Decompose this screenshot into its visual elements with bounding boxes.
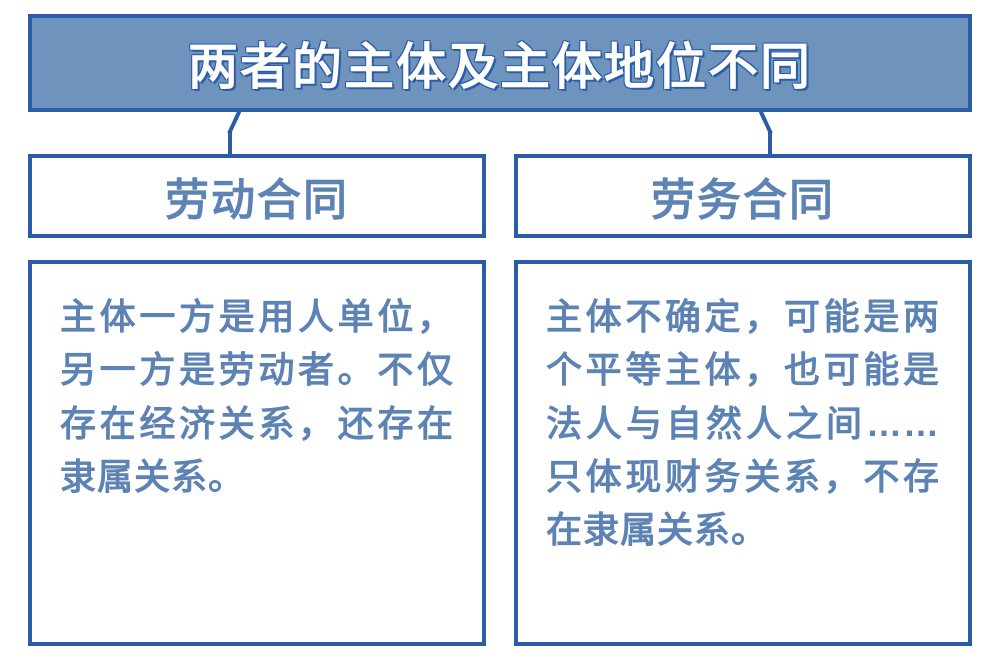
right-body-text: 主体不确定，可能是两个平等主体，也可能是法人与自然人之间……只体现财务关系，不存…: [546, 290, 940, 556]
left-column: 劳动合同 主体一方是用人单位，另一方是劳动者。不仅存在经济关系，还存在隶属关系。: [28, 154, 486, 646]
title-box: 两者的主体及主体地位不同: [28, 14, 972, 112]
title-text: 两者的主体及主体地位不同: [188, 27, 812, 99]
left-heading-text: 劳动合同: [165, 164, 349, 228]
connector-left-vertical: [228, 132, 232, 156]
connector-right-diagonal: [758, 109, 773, 134]
left-heading-box: 劳动合同: [28, 154, 486, 238]
connector-area: [28, 112, 972, 154]
right-body-box: 主体不确定，可能是两个平等主体，也可能是法人与自然人之间……只体现财务关系，不存…: [514, 260, 972, 646]
diagram-container: 两者的主体及主体地位不同 劳动合同 主体一方是用人单位，另一方是劳动者。不仅存在…: [28, 14, 972, 646]
right-heading-text: 劳务合同: [651, 164, 835, 228]
right-column: 劳务合同 主体不确定，可能是两个平等主体，也可能是法人与自然人之间……只体现财务…: [514, 154, 972, 646]
left-body-text: 主体一方是用人单位，另一方是劳动者。不仅存在经济关系，还存在隶属关系。: [60, 290, 454, 503]
columns: 劳动合同 主体一方是用人单位，另一方是劳动者。不仅存在经济关系，还存在隶属关系。…: [28, 154, 972, 646]
left-body-box: 主体一方是用人单位，另一方是劳动者。不仅存在经济关系，还存在隶属关系。: [28, 260, 486, 646]
connector-right-vertical: [768, 132, 772, 156]
right-heading-box: 劳务合同: [514, 154, 972, 238]
connector-left-diagonal: [227, 109, 242, 134]
